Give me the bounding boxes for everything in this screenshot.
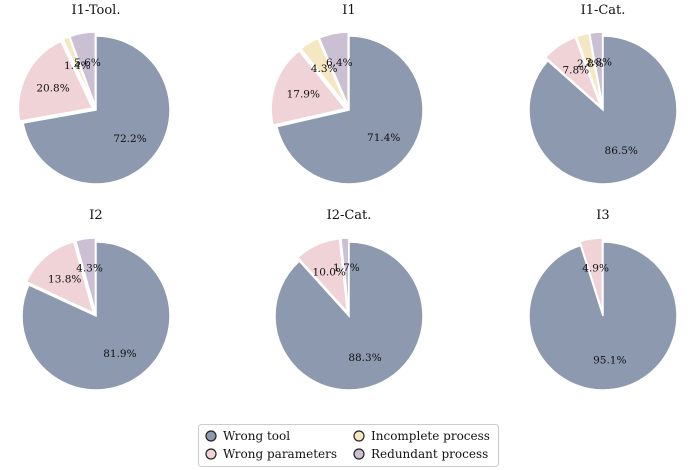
pie-slice-wrong-parameters bbox=[17, 40, 94, 122]
pie-i1-cat: I1-Cat. 86.5% 7.8%2.8%2.8% bbox=[528, 3, 678, 185]
legend-box bbox=[198, 424, 499, 467]
pie-label-redundant-process: 1.7% bbox=[333, 262, 360, 274]
pie-slice-wrong-tool bbox=[22, 35, 171, 185]
pie-label-redundant-process: 6.4% bbox=[326, 57, 353, 69]
pie-label-incomplete-process: 1.4% bbox=[64, 60, 91, 72]
pie-title: I2 bbox=[89, 208, 102, 223]
pie-title: I1-Cat. bbox=[581, 3, 626, 18]
legend-swatch-redundant-process bbox=[353, 448, 365, 460]
pie-slice-wrong-tool bbox=[528, 35, 678, 185]
pie-i1: I1 71.4% 17.9% 4.3%6.4% bbox=[270, 3, 424, 185]
pie-label-wrong-parameters: 4.9% bbox=[582, 263, 609, 275]
legend-swatch-wrong-parameters bbox=[205, 448, 217, 460]
pie-slice-wrong-tool bbox=[274, 241, 424, 391]
pie-i1-tool: I1-Tool. 72.2% 20.8% 1.4%5.6% bbox=[17, 3, 171, 185]
pie-label-wrong-tool: 81.9% bbox=[103, 348, 136, 360]
legend: Wrong tool Wrong parameters Incomplete p… bbox=[198, 424, 499, 467]
pie-slice-redundant-process bbox=[68, 31, 97, 107]
pie-label-wrong-parameters: 20.8% bbox=[36, 82, 69, 94]
pie-slice-redundant-process bbox=[588, 31, 604, 107]
pie-i3: I3 95.1% 4.9% bbox=[528, 208, 678, 391]
pie-label-wrong-tool: 71.4% bbox=[367, 132, 400, 144]
pie-label-redundant-process: 5.6% bbox=[74, 57, 101, 69]
pie-label-redundant-process: 4.3% bbox=[76, 263, 103, 275]
pie-slice-wrong-parameters bbox=[579, 237, 604, 313]
pie-label-wrong-parameters: 7.8% bbox=[562, 65, 589, 77]
pie-slice-wrong-parameters bbox=[544, 36, 602, 108]
pie-label-wrong-tool: 86.5% bbox=[605, 145, 638, 157]
pie-label-wrong-parameters: 17.9% bbox=[287, 89, 320, 101]
pie-slice-wrong-parameters bbox=[270, 49, 347, 127]
pie-title: I1 bbox=[342, 3, 355, 18]
pie-slice-redundant-process bbox=[318, 31, 349, 107]
legend-label-redundant-process: Redundant process bbox=[371, 447, 488, 461]
legend-swatch-wrong-tool bbox=[205, 430, 217, 442]
pie-slice-wrong-tool bbox=[528, 241, 678, 391]
pie-slice-wrong-tool bbox=[21, 241, 171, 391]
pie-label-wrong-parameters: 13.8% bbox=[48, 274, 81, 286]
pie-slice-redundant-process bbox=[74, 237, 97, 313]
pie-i2: I2 81.9% 13.8%4.3% bbox=[21, 208, 171, 391]
legend-label-wrong-tool: Wrong tool bbox=[223, 429, 290, 443]
pie-i2-cat: I2-Cat. 88.3% 10.0%1.7% bbox=[274, 208, 424, 391]
legend-label-incomplete-process: Incomplete process bbox=[371, 429, 490, 443]
pie-label-incomplete-process: 4.3% bbox=[311, 63, 338, 75]
pie-slice-incomplete-process bbox=[299, 37, 348, 108]
pie-label-wrong-tool: 95.1% bbox=[593, 354, 626, 366]
pie-label-incomplete-process: 2.8% bbox=[577, 58, 604, 70]
pie-label-wrong-parameters: 10.0% bbox=[313, 266, 346, 278]
pie-title: I3 bbox=[596, 208, 609, 223]
pie-slice-wrong-tool bbox=[275, 35, 424, 185]
pie-title: I1-Tool. bbox=[72, 3, 121, 18]
pie-slice-redundant-process bbox=[340, 237, 350, 313]
pie-label-wrong-tool: 88.3% bbox=[348, 352, 381, 364]
pie-slice-wrong-parameters bbox=[25, 240, 95, 315]
legend-label-wrong-parameters: Wrong parameters bbox=[223, 447, 337, 461]
pie-label-wrong-tool: 72.2% bbox=[113, 133, 146, 145]
legend-swatch-incomplete-process bbox=[353, 430, 365, 442]
pie-title: I2-Cat. bbox=[327, 208, 372, 223]
pie-grid: I1-Tool. 72.2% 20.8% 1.4%5.6% I1 71.4% 17.9% 4.… bbox=[17, 3, 678, 391]
pie-slice-incomplete-process bbox=[61, 35, 96, 107]
pie-label-redundant-process: 2.8% bbox=[585, 56, 612, 68]
pie-slice-wrong-parameters bbox=[296, 237, 349, 315]
